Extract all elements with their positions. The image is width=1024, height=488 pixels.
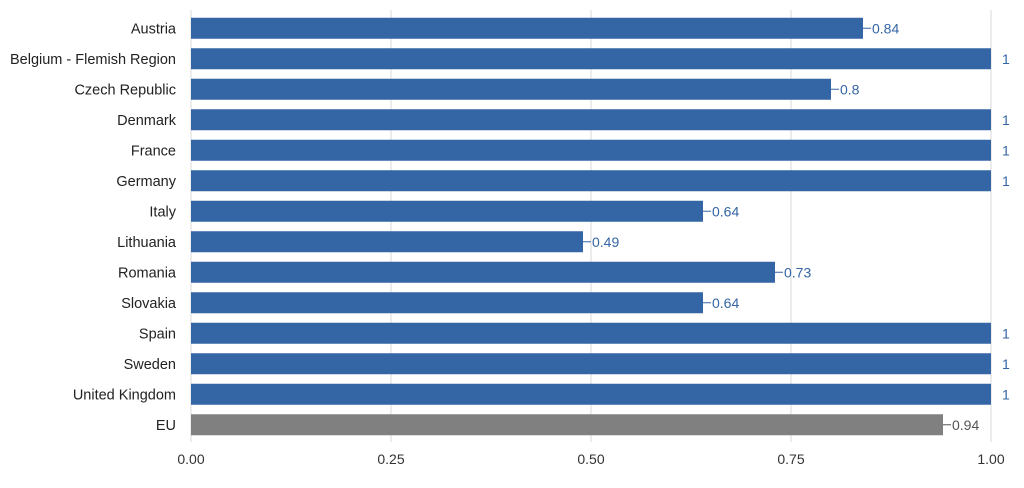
bar (191, 353, 991, 375)
bar (191, 231, 583, 253)
value-label: 1 (1002, 173, 1010, 189)
category-label: Italy (149, 204, 176, 220)
x-tick-label: 0.75 (777, 451, 804, 467)
category-label: Romania (118, 265, 177, 281)
value-label: 0.49 (592, 234, 619, 250)
x-tick-label: 0.25 (377, 451, 404, 467)
x-axis-tick-labels: 0.00 0.25 0.50 0.75 1.00 (177, 451, 1004, 467)
value-label: 0.64 (712, 295, 739, 311)
value-label: 0.94 (952, 417, 979, 433)
category-label: EU (156, 418, 176, 434)
x-tick-label: 0.50 (577, 451, 604, 467)
category-label: Austria (131, 21, 177, 37)
value-label: 1 (1002, 356, 1010, 372)
bar (191, 78, 831, 100)
category-label: Sweden (124, 357, 176, 373)
category-label: Germany (116, 174, 176, 190)
category-label: France (131, 143, 176, 159)
value-label: 0.73 (784, 264, 811, 280)
value-label: 1 (1002, 112, 1010, 128)
category-label: Lithuania (117, 235, 177, 251)
x-tick-label: 1.00 (977, 451, 1004, 467)
bar (191, 109, 991, 131)
bar (191, 414, 943, 436)
category-label: Spain (139, 326, 176, 342)
value-label: 1 (1002, 325, 1010, 341)
category-label: Slovakia (121, 296, 177, 312)
value-label: 1 (1002, 386, 1010, 402)
bar (191, 383, 991, 405)
bar (191, 48, 991, 70)
bar (191, 17, 863, 39)
value-label: 1 (1002, 51, 1010, 67)
category-label: Denmark (117, 113, 177, 129)
category-labels: Austria Belgium - Flemish Region Czech Rep… (10, 21, 177, 434)
category-label: Belgium - Flemish Region (10, 52, 176, 68)
value-label: 1 (1002, 142, 1010, 158)
x-tick-label: 0.00 (177, 451, 204, 467)
grid-lines (190, 10, 992, 442)
bar (191, 200, 703, 222)
bar (191, 139, 991, 161)
category-label: United Kingdom (73, 387, 176, 403)
bar (191, 170, 991, 192)
value-label: 0.84 (872, 20, 899, 36)
bar (191, 292, 703, 314)
bar (191, 261, 775, 283)
value-label: 0.8 (840, 81, 860, 97)
category-label: Czech Republic (74, 82, 176, 98)
bar (191, 322, 991, 344)
value-label: 0.64 (712, 203, 739, 219)
value-labels: 0.84 1 0.8 1 1 1 0.64 0.49 0.73 0.64 1 1 1 0.94 (583, 20, 1010, 433)
bars (191, 17, 991, 436)
